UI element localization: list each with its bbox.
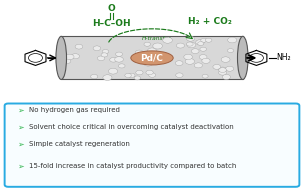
Circle shape bbox=[136, 70, 143, 75]
Circle shape bbox=[199, 55, 207, 59]
Circle shape bbox=[213, 64, 221, 69]
Circle shape bbox=[176, 43, 185, 48]
Circle shape bbox=[185, 59, 195, 64]
Circle shape bbox=[146, 70, 153, 75]
Circle shape bbox=[202, 58, 210, 63]
Circle shape bbox=[201, 38, 207, 42]
Text: H₂ + CO₂: H₂ + CO₂ bbox=[188, 17, 232, 26]
Circle shape bbox=[226, 66, 234, 71]
Circle shape bbox=[143, 60, 153, 66]
Circle shape bbox=[198, 42, 204, 46]
Circle shape bbox=[63, 59, 71, 64]
Circle shape bbox=[134, 76, 140, 80]
Circle shape bbox=[194, 63, 202, 68]
Circle shape bbox=[191, 49, 199, 53]
Circle shape bbox=[187, 42, 196, 48]
Circle shape bbox=[65, 54, 74, 60]
Circle shape bbox=[221, 57, 230, 62]
Circle shape bbox=[196, 40, 204, 45]
Circle shape bbox=[163, 37, 172, 43]
Circle shape bbox=[97, 56, 105, 61]
Text: 15-fold increase in catalyst productivity compared to batch: 15-fold increase in catalyst productivit… bbox=[29, 163, 237, 169]
Circle shape bbox=[116, 52, 123, 56]
Circle shape bbox=[102, 50, 109, 53]
Circle shape bbox=[202, 74, 208, 78]
Text: NH₂: NH₂ bbox=[277, 53, 291, 62]
Circle shape bbox=[115, 57, 123, 62]
Circle shape bbox=[144, 42, 150, 46]
Circle shape bbox=[228, 37, 237, 43]
Circle shape bbox=[125, 73, 131, 77]
Bar bbox=[61, 36, 243, 80]
Circle shape bbox=[93, 46, 101, 51]
Circle shape bbox=[200, 47, 206, 51]
Circle shape bbox=[206, 38, 212, 42]
FancyBboxPatch shape bbox=[5, 104, 299, 187]
Circle shape bbox=[149, 73, 156, 77]
Circle shape bbox=[91, 74, 98, 79]
Text: Simple catalyst regeneration: Simple catalyst regeneration bbox=[29, 141, 130, 147]
Text: H–C–OH: H–C–OH bbox=[92, 19, 130, 28]
Circle shape bbox=[75, 44, 83, 49]
Circle shape bbox=[147, 48, 157, 53]
Text: H-transfer: H-transfer bbox=[142, 36, 171, 41]
Text: ➢: ➢ bbox=[17, 106, 24, 115]
Circle shape bbox=[133, 57, 142, 63]
Circle shape bbox=[103, 75, 112, 80]
Text: ➢: ➢ bbox=[17, 161, 24, 170]
Circle shape bbox=[128, 73, 135, 77]
Circle shape bbox=[219, 67, 226, 72]
Circle shape bbox=[153, 43, 162, 49]
Circle shape bbox=[175, 61, 183, 66]
Text: No hydrogen gas required: No hydrogen gas required bbox=[29, 108, 120, 113]
Circle shape bbox=[184, 54, 192, 60]
Circle shape bbox=[219, 68, 226, 72]
Text: ➢: ➢ bbox=[17, 123, 24, 132]
Circle shape bbox=[222, 74, 230, 80]
Ellipse shape bbox=[237, 36, 248, 80]
Ellipse shape bbox=[56, 36, 67, 80]
Text: CN: CN bbox=[56, 53, 67, 62]
Circle shape bbox=[109, 68, 118, 74]
Text: Pd/C: Pd/C bbox=[140, 53, 164, 62]
Text: O: O bbox=[107, 4, 115, 13]
Circle shape bbox=[110, 57, 117, 62]
Circle shape bbox=[118, 64, 125, 68]
Circle shape bbox=[71, 54, 79, 59]
Text: ➢: ➢ bbox=[17, 140, 24, 149]
Circle shape bbox=[187, 36, 195, 41]
Circle shape bbox=[219, 70, 226, 75]
Circle shape bbox=[186, 42, 193, 46]
Circle shape bbox=[101, 53, 108, 57]
Circle shape bbox=[176, 73, 183, 77]
Text: Solvent choice critical in overcoming catalyst deactivation: Solvent choice critical in overcoming ca… bbox=[29, 124, 234, 130]
Circle shape bbox=[227, 49, 234, 53]
Circle shape bbox=[135, 50, 143, 55]
Ellipse shape bbox=[131, 51, 173, 65]
